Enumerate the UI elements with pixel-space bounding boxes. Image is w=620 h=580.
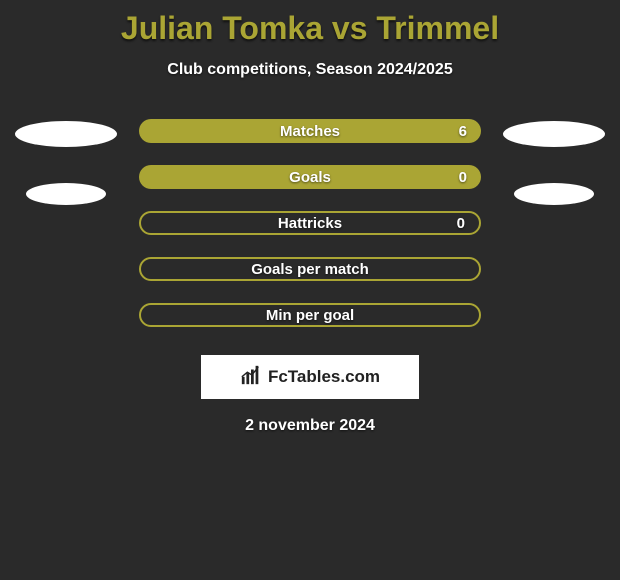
stat-label: Hattricks: [278, 215, 342, 232]
stat-value: 0: [459, 169, 467, 186]
player-right-col: [499, 119, 609, 327]
stat-bar-matches: Matches 6: [139, 119, 481, 143]
stat-label: Goals per match: [251, 261, 369, 278]
stat-bar-goals-per-match: Goals per match: [139, 257, 481, 281]
subtitle: Club competitions, Season 2024/2025: [0, 61, 620, 79]
player-left-avatar: [15, 121, 117, 147]
stats-bars: Matches 6 Goals 0 Hattricks 0 Goals per …: [139, 119, 481, 327]
stats-area: Matches 6 Goals 0 Hattricks 0 Goals per …: [0, 119, 620, 327]
logo-text: FcTables.com: [268, 367, 380, 387]
player-left-avatar-2: [26, 183, 106, 205]
player-right-avatar-2: [514, 183, 594, 205]
stat-bar-hattricks: Hattricks 0: [139, 211, 481, 235]
page-title: Julian Tomka vs Trimmel: [0, 0, 620, 47]
stat-label: Matches: [280, 123, 340, 140]
stat-bar-goals: Goals 0: [139, 165, 481, 189]
bar-chart-icon: [240, 364, 262, 391]
stat-label: Min per goal: [266, 307, 354, 324]
stat-bar-min-per-goal: Min per goal: [139, 303, 481, 327]
date-line: 2 november 2024: [0, 417, 620, 435]
stat-value: 6: [459, 123, 467, 140]
player-left-col: [11, 119, 121, 327]
fctables-logo[interactable]: FcTables.com: [201, 355, 419, 399]
player-right-avatar: [503, 121, 605, 147]
stat-label: Goals: [289, 169, 331, 186]
stat-value: 0: [457, 215, 465, 232]
